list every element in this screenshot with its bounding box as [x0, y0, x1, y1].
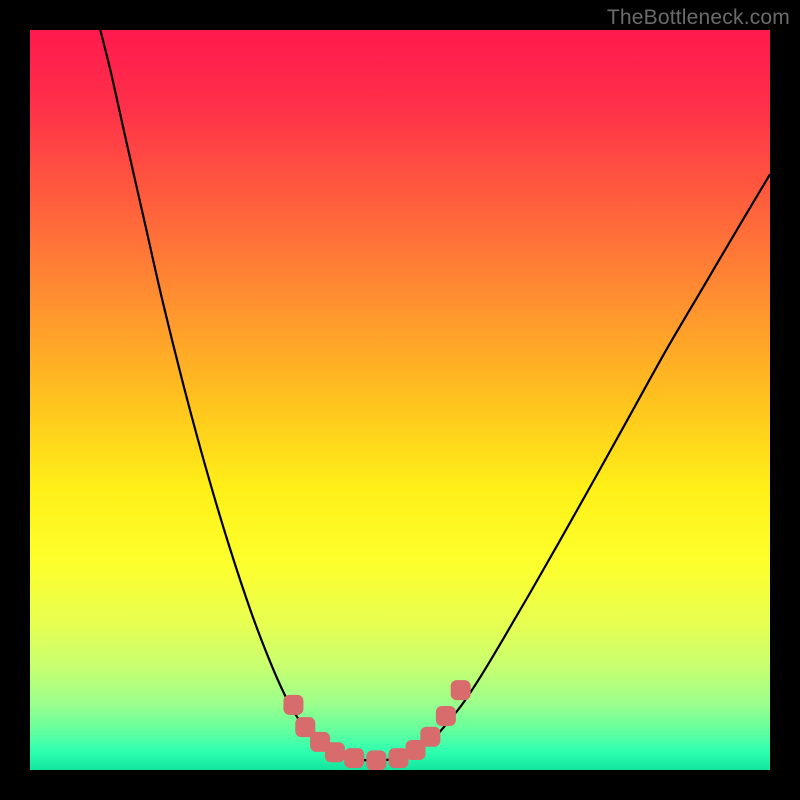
curve-layer — [30, 30, 770, 770]
curve-marker — [389, 748, 409, 768]
curve-marker — [344, 748, 364, 768]
plot-area — [30, 30, 770, 770]
watermark-text: TheBottleneck.com — [607, 6, 790, 30]
curve-marker — [366, 750, 386, 770]
curve-markers — [283, 680, 470, 770]
chart-frame: TheBottleneck.com — [0, 0, 800, 800]
curve-marker — [283, 695, 303, 715]
curve-marker — [436, 706, 456, 726]
curve-marker — [451, 680, 471, 700]
curve-marker — [420, 727, 440, 747]
curve-marker — [325, 742, 345, 762]
bottleneck-curve — [100, 30, 770, 760]
